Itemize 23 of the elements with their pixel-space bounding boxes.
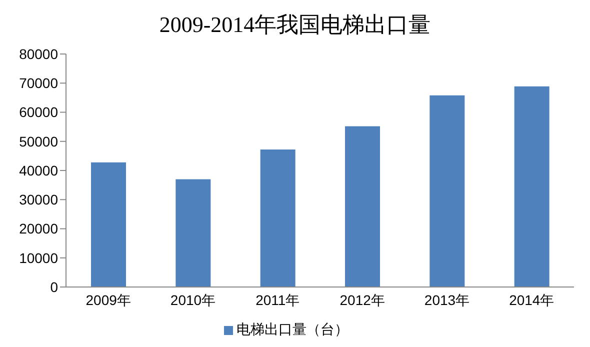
bar xyxy=(430,95,465,287)
y-tick-label: 60000 xyxy=(19,104,58,120)
y-tick-label: 80000 xyxy=(19,46,58,62)
y-tick-label: 50000 xyxy=(19,133,58,150)
bar xyxy=(91,162,126,287)
chart-title: 2009-2014年我国电梯出口量 xyxy=(158,11,432,39)
y-tick-label: 40000 xyxy=(19,162,58,178)
x-tick-label: 2009年 xyxy=(86,292,131,308)
legend-label: 电梯出口量（台） xyxy=(236,321,348,337)
bar xyxy=(345,126,380,287)
y-tick-label: 30000 xyxy=(19,192,58,208)
x-tick-label: 2014年 xyxy=(509,292,554,308)
bar xyxy=(514,86,550,287)
x-tick-label: 2010年 xyxy=(170,292,216,308)
x-tick-label: 2011年 xyxy=(256,292,300,308)
y-tick-label: 10000 xyxy=(19,250,58,266)
y-tick-label: 70000 xyxy=(19,75,58,92)
bar xyxy=(260,150,296,287)
x-tick-label: 2013年 xyxy=(424,292,470,308)
bar xyxy=(176,179,211,287)
y-tick-label: 20000 xyxy=(19,220,58,237)
y-tick-label: 0 xyxy=(50,278,58,295)
x-tick-label: 2012年 xyxy=(340,292,385,308)
